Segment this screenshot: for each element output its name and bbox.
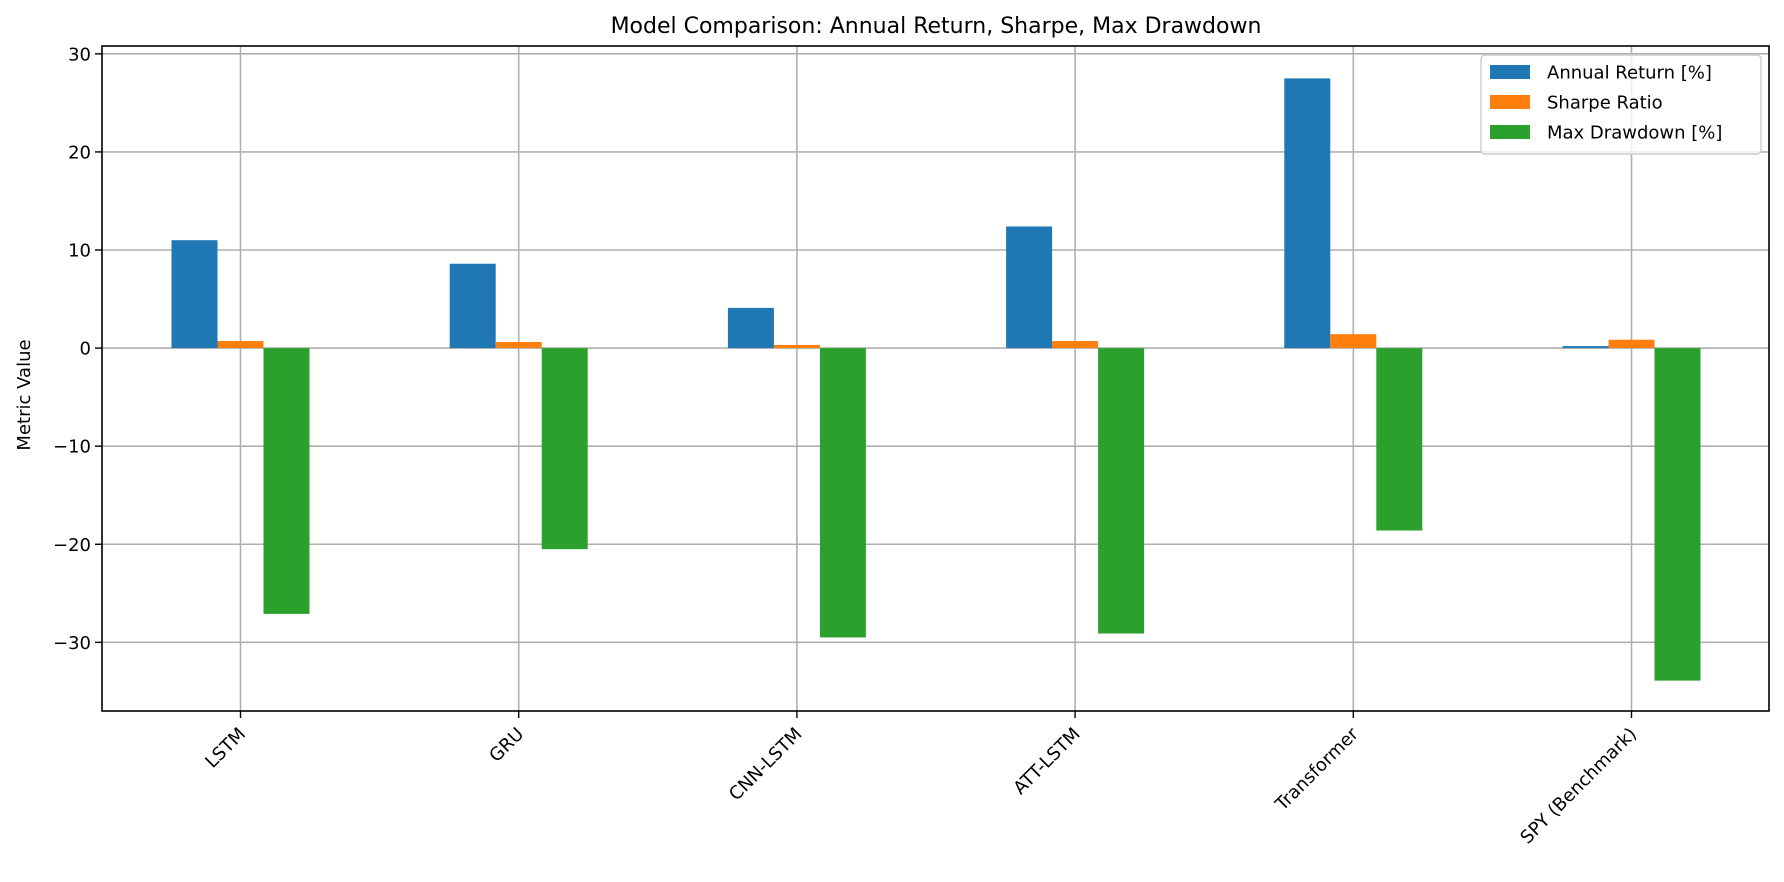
chart-title: Model Comparison: Annual Return, Sharpe,…	[611, 14, 1262, 39]
legend-swatch-2	[1490, 125, 1530, 139]
bar-sharpe-ratio-3	[1052, 341, 1099, 349]
x-tick-label: CNN-LSTM	[725, 724, 806, 805]
x-tick-label: SPY (Benchmark)	[1516, 724, 1641, 849]
bar-annual-return-1	[449, 263, 496, 349]
legend-box	[1480, 54, 1762, 155]
grid-lines	[102, 46, 1769, 711]
bar-annual-return-4	[1284, 78, 1331, 349]
legend-swatch-0	[1490, 65, 1530, 79]
legend-label-0: Annual Return [%]	[1547, 63, 1712, 84]
y-tick-label: −10	[53, 437, 91, 458]
y-tick-label: 20	[68, 142, 91, 163]
y-tick-label: −20	[53, 535, 91, 556]
x-tick-label: LSTM	[201, 724, 250, 773]
bar-sharpe-ratio-5	[1608, 339, 1655, 349]
bar-max-drawdown-4	[1376, 348, 1423, 531]
y-tick-label: −30	[53, 633, 91, 654]
y-axis-label: Metric Value	[14, 339, 35, 450]
bar-annual-return-2	[727, 307, 774, 349]
plot-frame	[101, 45, 1770, 712]
legend-label-2: Max Drawdown [%]	[1547, 123, 1722, 144]
legend-swatch-1	[1490, 95, 1530, 109]
bar-max-drawdown-3	[1098, 348, 1145, 634]
bar-sharpe-ratio-1	[495, 342, 542, 349]
bar-max-drawdown-0	[263, 348, 310, 614]
bar-max-drawdown-1	[541, 348, 588, 550]
x-tick-label: ATT-LSTM	[1009, 724, 1084, 799]
bar-annual-return-3	[1006, 226, 1053, 349]
bar-annual-return-5	[1562, 346, 1609, 349]
bar-annual-return-0	[171, 240, 218, 349]
bar-sharpe-ratio-0	[217, 341, 264, 349]
bars	[171, 78, 1701, 681]
x-tick-label: Transformer	[1271, 723, 1363, 815]
bar-max-drawdown-5	[1654, 348, 1701, 681]
bar-sharpe-ratio-2	[773, 344, 820, 349]
y-tick-label: 10	[68, 241, 91, 262]
bar-sharpe-ratio-4	[1330, 334, 1377, 349]
bar-max-drawdown-2	[819, 348, 866, 638]
x-tick-label: GRU	[485, 724, 528, 767]
legend: Annual Return [%] Sharpe Ratio Max Drawdow…	[1480, 54, 1762, 155]
legend-label-1: Sharpe Ratio	[1547, 93, 1663, 114]
y-tick-label: 30	[68, 44, 91, 65]
y-tick-label: 0	[80, 339, 91, 360]
